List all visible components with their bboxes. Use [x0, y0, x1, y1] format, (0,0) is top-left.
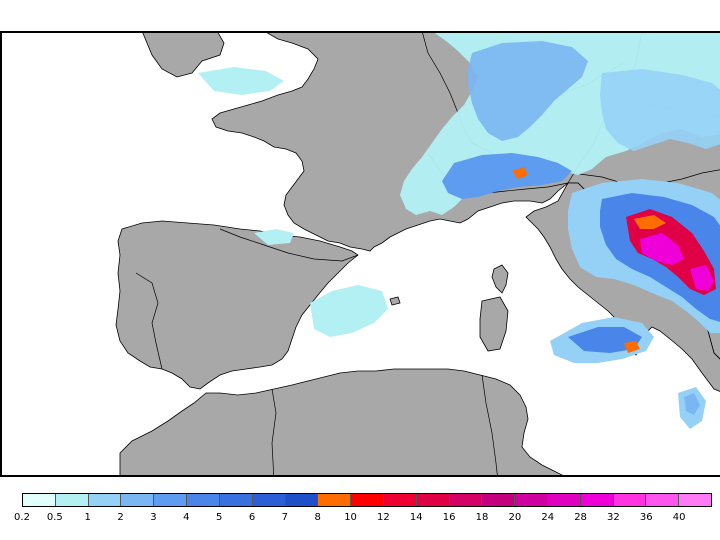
- legend-tick-label: 28: [574, 512, 587, 523]
- legend-tick-label: 24: [541, 512, 555, 523]
- legend-swatch: [548, 494, 581, 506]
- legend-swatch: [515, 494, 548, 506]
- legend-swatch: [580, 494, 614, 506]
- precip-adriatic-peak: [640, 233, 684, 265]
- land-corsica: [491, 264, 509, 294]
- legend-swatch: [154, 494, 188, 506]
- legend-swatch: [88, 494, 122, 506]
- legend-swatch: [351, 494, 384, 506]
- precipitation-layer: [198, 33, 720, 429]
- land-sardinia: [479, 296, 509, 352]
- legend-tick-label: 36: [639, 512, 653, 523]
- legend-tick-label: 20: [508, 512, 522, 523]
- legend-swatch: [679, 494, 712, 506]
- precip-pyrenees-light: [254, 229, 294, 245]
- legend-tick-label: 18: [475, 512, 489, 523]
- legend-swatch: [613, 494, 647, 506]
- land-north-africa: [119, 368, 563, 475]
- precip-balearic-light: [310, 285, 388, 337]
- precip-east-mid: [600, 69, 720, 151]
- legend-swatch: [318, 494, 352, 506]
- legend-tick-label: 6: [248, 512, 256, 523]
- precip-alps: [442, 153, 572, 199]
- precip-sicily-mid: [568, 327, 642, 353]
- land-britain: [142, 33, 225, 78]
- legend-swatch: [646, 494, 680, 506]
- map-canvas: [115, 33, 720, 475]
- legend-swatch: [285, 494, 319, 506]
- land-menorca: [389, 296, 401, 306]
- legend-swatch: [121, 494, 155, 506]
- legend-swatch: [252, 494, 286, 506]
- legend-swatch: [383, 494, 417, 506]
- legend-tick-label: 3: [150, 512, 157, 523]
- legend-tick-label: 0.2: [14, 512, 30, 523]
- precip-alps-core: [512, 167, 528, 179]
- legend-swatch: [187, 494, 220, 506]
- legend-tick-label: 2: [117, 512, 124, 523]
- legend-swatch: [416, 494, 450, 506]
- legend-swatch: [482, 494, 516, 506]
- legend-tick-label: 7: [281, 512, 289, 523]
- legend-tick-label: 16: [442, 512, 456, 523]
- legend-swatch: [449, 494, 483, 506]
- legend-swatch: [55, 494, 89, 506]
- legend-tick-label: 5: [215, 512, 223, 523]
- legend-tick-label: 0.5: [46, 512, 63, 523]
- legend-tick-label: 1: [84, 512, 91, 523]
- precip-sicily-core: [624, 341, 640, 353]
- precip-north-mid: [468, 41, 588, 141]
- legend-swatch: [219, 494, 253, 506]
- legend-tick-label: 14: [409, 512, 423, 523]
- legend-tick-label: 32: [607, 512, 620, 523]
- legend-tick-label: 12: [377, 512, 390, 523]
- precipitation-map: [0, 31, 720, 477]
- color-scale-legend: 0.2 0.5 1 2 3 4 5 6 7 8 10 12 14 16 18 20 24 28 32 36 40: [14, 493, 712, 529]
- legend-tick-label: 10: [344, 512, 357, 523]
- precip-ionian-mid: [684, 393, 700, 415]
- precip-channel-light: [198, 67, 284, 95]
- legend-color-bar: [22, 493, 712, 507]
- legend-swatch: [23, 494, 56, 506]
- precip-adriatic-orange: [634, 215, 666, 229]
- legend-tick-label: 8: [314, 512, 321, 523]
- legend-tick-label: 4: [183, 512, 190, 523]
- precip-adriatic-peak2: [690, 265, 714, 291]
- legend-tick-label: 40: [672, 512, 686, 523]
